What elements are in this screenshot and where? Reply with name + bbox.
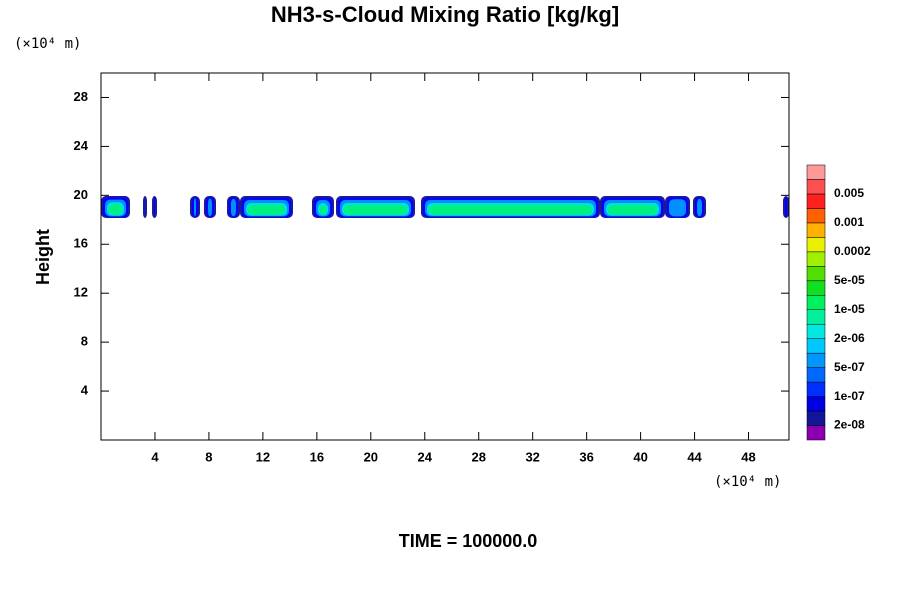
cloud-layer [320, 205, 326, 215]
x-tick-label: 28 [471, 449, 485, 464]
x-tick-label: 24 [418, 449, 433, 464]
colorbar-box [806, 164, 826, 180]
y-tick-label: 8 [81, 334, 88, 349]
colorbar-box [806, 280, 826, 296]
cloud-layer [231, 198, 236, 217]
colorbar-label: 2e-08 [834, 418, 865, 432]
cloud-layer [608, 205, 657, 215]
footer: TIME = 100000.0 [399, 531, 538, 551]
colorbar-box [806, 295, 826, 310]
colorbar-box [806, 381, 826, 397]
colorbar-box [806, 323, 826, 339]
colorbar-label: 0.0002 [834, 244, 871, 258]
colorbar-box [806, 266, 826, 282]
cloud-layer [785, 196, 787, 218]
y-tick-label: 16 [74, 236, 88, 251]
y-unit: (×10⁴ m) [14, 36, 81, 52]
colorbar-box [806, 309, 826, 325]
colorbar-box [806, 425, 826, 441]
colorbar-label: 5e-05 [834, 273, 865, 287]
cloud-layer [208, 198, 212, 217]
x-unit: (×10⁴ m) [714, 474, 781, 490]
y-tick-label: 20 [74, 187, 88, 202]
cloud-layer [344, 205, 407, 215]
cloud-layer [669, 199, 686, 217]
colorbar-label: 2e-06 [834, 331, 865, 345]
chart-title: NH3-s-Cloud Mixing Ratio [kg/kg] [271, 2, 619, 27]
cloud-layer [697, 198, 702, 217]
x-tick-label: 12 [256, 449, 270, 464]
cloud-field [101, 196, 789, 218]
x-tick-label: 16 [310, 449, 324, 464]
cloud-layer [109, 204, 122, 215]
x-tick-label: 32 [525, 449, 539, 464]
colorbar-label: 5e-07 [834, 360, 865, 374]
colorbar-box [806, 193, 826, 209]
cloud-layer [154, 196, 155, 218]
x-tick-label: 40 [633, 449, 647, 464]
colorbar-box [806, 396, 826, 412]
y-tick-label: 4 [81, 383, 89, 398]
cloud-layer [429, 205, 592, 215]
x-tick-label: 44 [687, 449, 702, 464]
colorbar-box [806, 237, 826, 253]
colorbar-box [806, 179, 826, 195]
cloud-layer [194, 198, 196, 217]
plot-frame [100, 72, 790, 441]
y-tick-label: 12 [74, 285, 88, 300]
y-tick-label: 28 [74, 89, 88, 104]
x-tick-label: 8 [205, 449, 212, 464]
y-axis-label: Height [33, 229, 53, 285]
colorbar-box [806, 222, 826, 238]
colorbar-box [806, 208, 826, 224]
colorbar-box [806, 367, 826, 383]
y-tick-label: 24 [74, 138, 89, 153]
x-tick-label: 48 [741, 449, 755, 464]
colorbar-label: 1e-05 [834, 302, 865, 316]
cloud-layer [248, 205, 285, 215]
colorbar-label: 0.005 [834, 186, 864, 200]
cloud-layer [143, 196, 147, 218]
x-tick-label: 4 [151, 449, 159, 464]
x-tick-label: 20 [364, 449, 378, 464]
colorbar-label: 0.001 [834, 215, 864, 229]
x-tick-label: 36 [579, 449, 593, 464]
colorbar-box [806, 352, 826, 368]
colorbar-box [806, 338, 826, 354]
colorbar-box [806, 410, 826, 426]
colorbar-box [806, 251, 826, 267]
colorbar-label: 1e-07 [834, 389, 865, 403]
